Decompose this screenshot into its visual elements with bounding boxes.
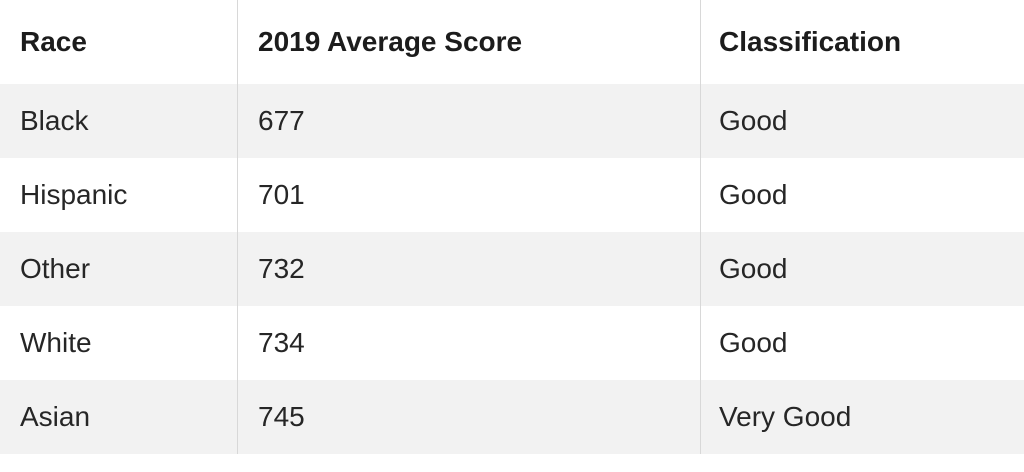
cell-classification: Good — [700, 158, 1024, 232]
cell-race: Asian — [20, 401, 91, 432]
cell-score: 734 — [237, 306, 700, 380]
table-row: White 734 Good — [0, 306, 1024, 380]
cell-score: 745 — [237, 380, 700, 454]
scores-table: Race 2019 Average Score Classification B… — [0, 0, 1024, 454]
table-row: Black 677 Good — [0, 84, 1024, 158]
column-header-race: Race — [20, 26, 87, 57]
cell-classification: Good — [700, 232, 1024, 306]
column-header-classification: Classification — [700, 0, 1024, 84]
cell-race: Hispanic — [20, 179, 128, 210]
cell-classification: Good — [700, 84, 1024, 158]
table-row: Other 732 Good — [0, 232, 1024, 306]
table-row: Asian 745 Very Good — [0, 380, 1024, 454]
table-header-row: Race 2019 Average Score Classification — [0, 0, 1024, 84]
cell-score: 701 — [237, 158, 700, 232]
cell-race: White — [20, 327, 92, 358]
cell-classification: Good — [700, 306, 1024, 380]
column-header-score: 2019 Average Score — [237, 0, 700, 84]
cell-score: 677 — [237, 84, 700, 158]
cell-race: Other — [20, 253, 91, 284]
table-row: Hispanic 701 Good — [0, 158, 1024, 232]
cell-score: 732 — [237, 232, 700, 306]
cell-race: Black — [20, 105, 89, 136]
cell-classification: Very Good — [700, 380, 1024, 454]
